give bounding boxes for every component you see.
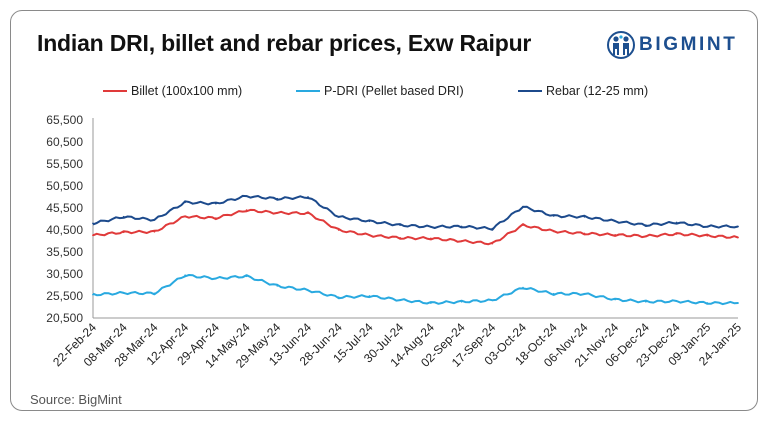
legend-label-pdri: P-DRI (Pellet based DRI) [324, 84, 464, 98]
data-point-rebar [184, 201, 187, 204]
data-point-pdri [614, 298, 617, 301]
data-point-billet [429, 237, 432, 240]
data-point-pdri [460, 300, 463, 303]
data-point-pdri [522, 286, 524, 289]
data-point-rebar [737, 225, 739, 228]
data-point-billet [153, 230, 156, 233]
data-point-rebar [706, 225, 709, 228]
data-point-rebar [122, 215, 125, 218]
data-point-pdri [644, 300, 647, 303]
data-point-rebar [614, 220, 617, 223]
data-point-billet [522, 224, 524, 227]
y-tick-label: 35,500 [46, 245, 83, 259]
y-tick-label: 50,500 [46, 179, 83, 193]
series-line-pdri [92, 274, 739, 306]
data-point-billet [184, 215, 187, 218]
data-point-rebar [368, 220, 371, 223]
data-point-pdri [92, 293, 94, 296]
y-tick-label: 65,500 [46, 113, 83, 127]
data-point-rebar [552, 215, 555, 217]
data-point-billet [245, 209, 248, 212]
data-point-pdri [337, 296, 340, 299]
legend-swatch-rebar [518, 90, 542, 92]
data-point-billet [368, 234, 371, 237]
data-point-pdri [583, 292, 586, 295]
data-point-rebar [337, 215, 340, 218]
data-point-pdri [307, 289, 309, 292]
bigmint-people-icon [607, 31, 635, 59]
data-point-billet [337, 229, 340, 231]
legend-item-billet: Billet (100x100 mm) [103, 84, 242, 98]
data-point-pdri [491, 299, 494, 302]
chart-frame [10, 10, 758, 411]
chart-title: Indian DRI, billet and rebar prices, Exw… [37, 30, 532, 56]
y-tick-label: 40,500 [46, 223, 83, 237]
data-point-rebar [153, 218, 156, 221]
y-tick-label: 20,500 [46, 311, 83, 325]
data-point-billet [614, 233, 617, 236]
data-point-rebar [522, 205, 524, 208]
data-point-billet [122, 231, 125, 234]
data-point-pdri [276, 284, 279, 287]
data-point-pdri [153, 292, 156, 295]
data-point-pdri [368, 295, 371, 297]
data-point-pdri [552, 292, 555, 295]
legend-swatch-billet [103, 90, 127, 92]
data-point-rebar [460, 225, 463, 228]
data-point-billet [552, 230, 555, 233]
data-point-pdri [429, 302, 432, 304]
data-point-billet [276, 211, 279, 214]
y-tick-label: 45,500 [46, 201, 83, 215]
data-point-pdri [245, 275, 248, 278]
brand-logo: BIGMINT [607, 28, 737, 62]
data-point-billet [307, 212, 309, 215]
data-point-pdri [737, 302, 739, 304]
legend-item-rebar: Rebar (12-25 mm) [518, 84, 648, 98]
data-point-billet [491, 242, 494, 245]
data-point-rebar [307, 196, 309, 198]
brand-name: BIGMINT [639, 34, 738, 55]
y-tick-label: 30,500 [46, 267, 83, 281]
data-point-billet [675, 233, 678, 235]
y-tick-label: 55,500 [46, 157, 83, 171]
data-point-billet [644, 235, 647, 238]
data-point-pdri [214, 277, 217, 280]
data-point-rebar [644, 224, 647, 227]
data-point-rebar [429, 226, 432, 228]
series-line-rebar [92, 194, 739, 231]
y-tick-label: 25,500 [46, 289, 83, 303]
data-point-rebar [399, 224, 402, 227]
y-tick-label: 60,500 [46, 135, 83, 149]
data-point-pdri [122, 292, 125, 294]
data-point-rebar [491, 227, 494, 230]
data-point-billet [399, 237, 402, 239]
data-point-rebar [583, 215, 586, 218]
data-point-pdri [399, 299, 402, 301]
series-line-billet [92, 208, 739, 246]
legend-item-pdri: P-DRI (Pellet based DRI) [296, 84, 464, 98]
source-note: Source: BigMint [30, 392, 122, 407]
data-point-billet [92, 234, 94, 237]
data-point-billet [706, 234, 709, 237]
data-point-billet [460, 240, 463, 242]
legend-label-billet: Billet (100x100 mm) [131, 84, 243, 98]
legend-swatch-pdri [296, 90, 320, 92]
data-point-billet [214, 217, 217, 220]
data-point-rebar [92, 222, 94, 225]
data-point-billet [737, 236, 739, 239]
data-point-pdri [184, 274, 187, 277]
chart-legend: Billet (100x100 mm) P-DRI (Pellet based … [0, 84, 770, 100]
data-point-rebar [675, 221, 678, 224]
data-point-rebar [245, 195, 248, 198]
data-point-pdri [675, 300, 678, 303]
data-point-rebar [214, 202, 217, 205]
data-point-pdri [706, 302, 709, 304]
legend-label-rebar: Rebar (12-25 mm) [546, 84, 649, 98]
data-point-rebar [276, 197, 279, 200]
data-point-billet [583, 232, 586, 235]
